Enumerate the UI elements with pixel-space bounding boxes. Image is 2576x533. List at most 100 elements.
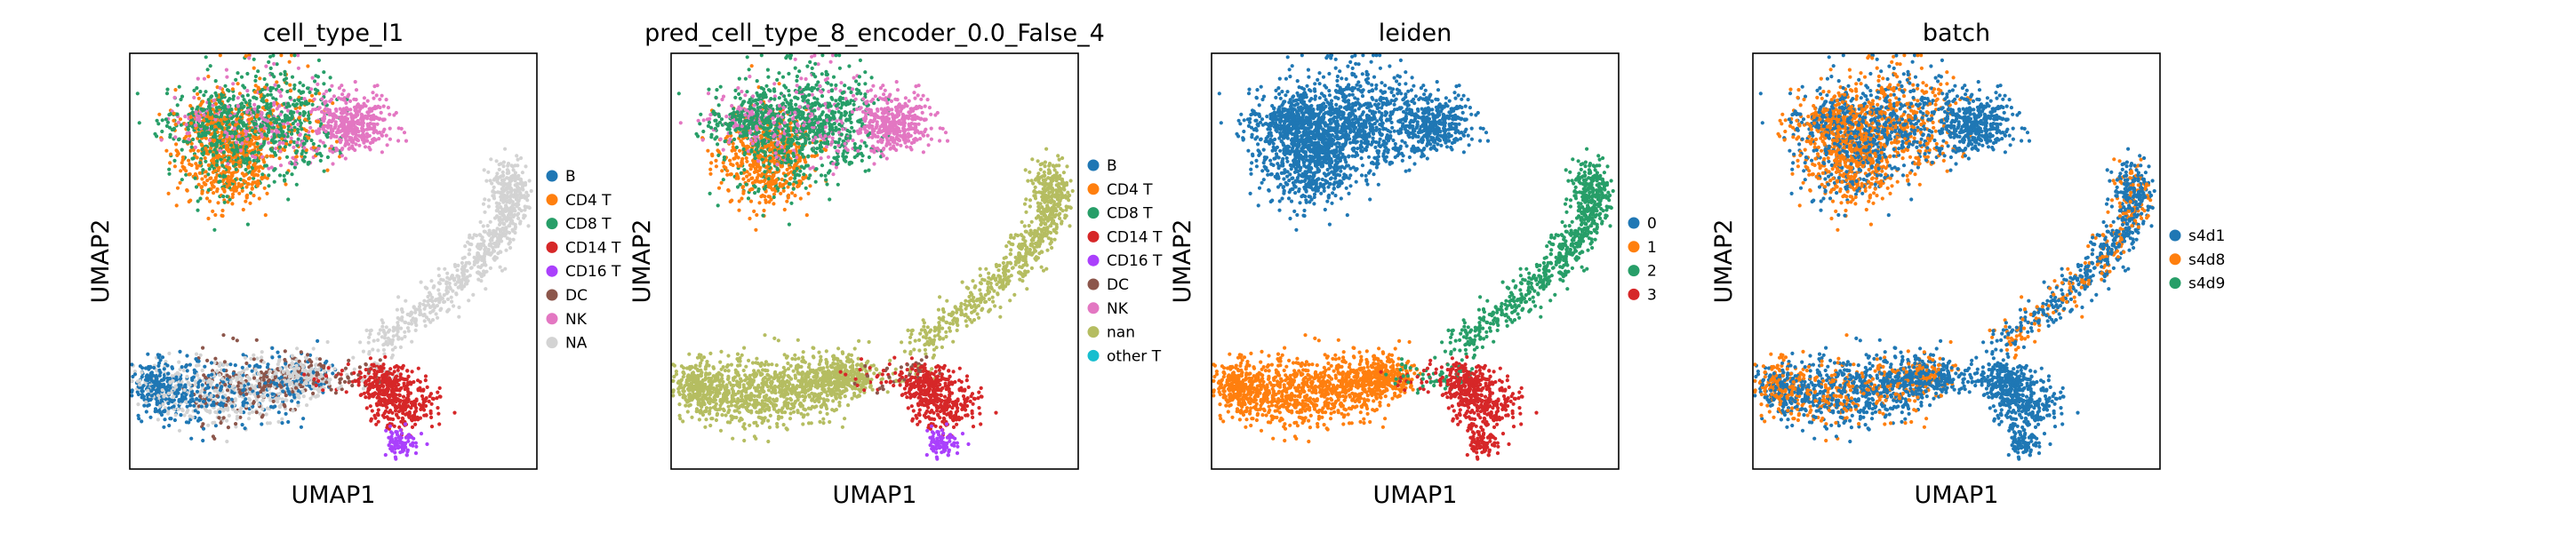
scatter-point	[285, 89, 290, 94]
scatter-point	[222, 398, 227, 402]
scatter-point	[500, 187, 505, 192]
scatter-point	[202, 113, 206, 117]
scatter-point	[396, 321, 400, 325]
scatter-point	[271, 53, 276, 58]
scatter-point	[197, 398, 202, 402]
scatter-point	[206, 163, 211, 168]
scatter-point	[236, 380, 241, 385]
scatter-point	[294, 358, 299, 362]
scatter-point	[206, 98, 211, 102]
scatter-point	[256, 173, 260, 178]
scatter-point	[388, 438, 393, 443]
scatter-point	[220, 385, 224, 389]
scatter-point	[395, 307, 399, 312]
scatter-point	[445, 297, 451, 301]
scatter-point	[157, 389, 162, 394]
scatter-point	[392, 388, 396, 393]
scatter-point	[481, 224, 485, 228]
scatter-point	[256, 69, 260, 74]
scatter-point	[365, 110, 370, 115]
scatter-point	[258, 385, 262, 389]
scatter-point	[315, 373, 319, 378]
scatter-point	[384, 387, 388, 392]
scatter-point	[225, 184, 229, 188]
scatter-point	[211, 153, 215, 157]
scatter-point	[309, 375, 314, 379]
scatter-point	[258, 90, 263, 94]
scatter-point	[382, 336, 387, 340]
scatter-point	[340, 147, 344, 152]
scatter-point	[269, 165, 274, 170]
scatter-point	[326, 366, 331, 370]
scatter-point	[292, 99, 297, 103]
scatter-point	[401, 363, 405, 368]
scatter-point	[223, 174, 228, 179]
scatter-point	[204, 90, 208, 94]
scatter-point	[213, 169, 218, 173]
scatter-point	[173, 88, 178, 92]
scatter-point	[173, 135, 178, 139]
scatter-point	[202, 107, 206, 112]
scatter-point	[331, 371, 335, 376]
scatter-point	[436, 315, 440, 320]
scatter-point	[376, 348, 380, 353]
scatter-point	[428, 292, 433, 297]
scatter-point	[299, 350, 303, 354]
scatter-point	[227, 108, 231, 114]
scatter-point	[200, 147, 204, 152]
scatter-point	[428, 320, 433, 324]
scatter-point	[495, 171, 500, 176]
scatter-point	[331, 118, 335, 123]
scatter-point	[229, 116, 234, 121]
scatter-point	[457, 305, 461, 310]
scatter-point	[278, 367, 283, 371]
scatter-point	[460, 260, 465, 266]
scatter-point	[503, 205, 508, 211]
scatter-point	[249, 116, 254, 121]
scatter-point	[271, 399, 276, 403]
scatter-point	[218, 173, 222, 179]
scatter-point	[193, 382, 197, 387]
scatter-point	[158, 370, 163, 375]
scatter-point	[416, 388, 420, 393]
scatter-point	[130, 388, 134, 393]
scatter-point	[254, 338, 259, 342]
scatter-point	[516, 163, 520, 168]
scatter-point	[336, 386, 340, 391]
scatter-point	[258, 364, 262, 369]
scatter-point	[364, 406, 369, 410]
scatter-point	[201, 399, 206, 404]
legend-marker	[546, 241, 558, 253]
scatter-point	[388, 409, 393, 413]
scatter-point	[242, 387, 246, 392]
scatter-point	[212, 179, 216, 184]
scatter-point	[215, 159, 220, 163]
scatter-point	[463, 278, 468, 282]
scatter-point	[333, 391, 338, 395]
scatter-point	[303, 117, 308, 122]
scatter-point	[140, 375, 144, 379]
scatter-point	[394, 430, 398, 434]
scatter-point	[276, 84, 281, 88]
scatter-point	[144, 400, 148, 404]
scatter-point	[410, 339, 414, 344]
scatter-point	[272, 179, 276, 184]
scatter-point	[242, 410, 246, 415]
scatter-point	[198, 353, 203, 357]
scatter-point	[250, 138, 254, 143]
scatter-point	[486, 204, 492, 209]
scatter-point	[184, 400, 188, 404]
scatter-point	[508, 183, 512, 187]
legend-item: CD8 T	[546, 216, 612, 234]
scatter-point	[237, 191, 242, 195]
scatter-point	[488, 219, 492, 224]
scatter-point	[264, 104, 268, 108]
scatter-point	[250, 182, 254, 187]
scatter-point	[364, 104, 368, 108]
scatter-point	[254, 410, 259, 415]
scatter-point	[252, 110, 256, 115]
scatter-point	[218, 361, 222, 365]
scatter-point	[130, 378, 134, 383]
scatter-point	[200, 177, 204, 181]
